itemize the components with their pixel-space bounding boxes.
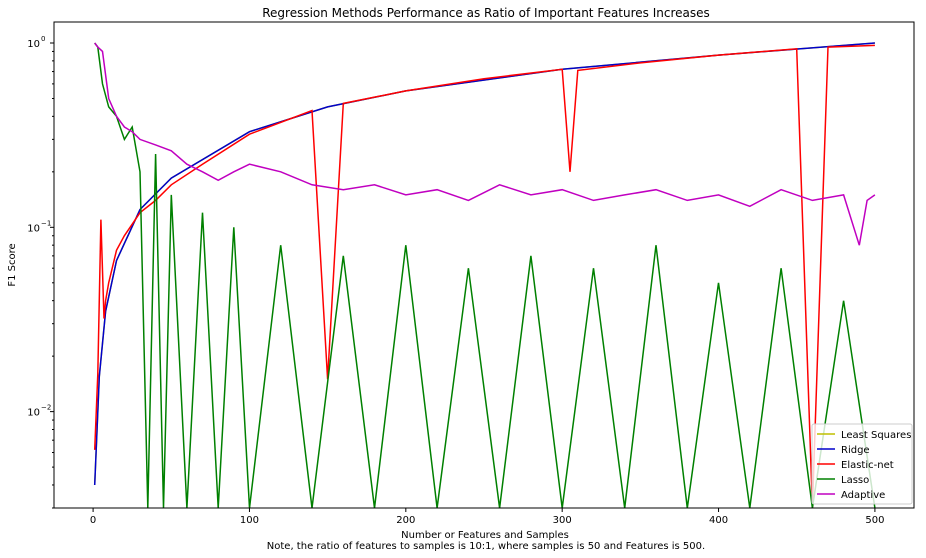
x-axis: 0 100 200 300 400 500 — [90, 508, 884, 526]
legend-label: Least Squares — [841, 430, 911, 441]
plot-frame — [53, 21, 915, 509]
chart-note: Note, the ratio of features to samples i… — [267, 541, 705, 552]
y-tick-exponent: −2 — [41, 404, 51, 412]
x-tick-label: 100 — [240, 515, 259, 526]
x-tick-label: 200 — [396, 515, 415, 526]
x-tick-label: 0 — [90, 515, 96, 526]
y-axis-label: F1 Score — [7, 243, 18, 286]
y-tick-label: 10 — [27, 408, 40, 419]
legend-label: Elastic-net — [841, 460, 894, 471]
legend-label: Adaptive — [841, 490, 885, 501]
y-tick-label: 10 — [27, 39, 40, 50]
legend-box — [811, 423, 913, 505]
y-tick-exponent: −1 — [41, 219, 51, 227]
chart-title: Regression Methods Performance as Ratio … — [262, 6, 710, 20]
series-line-elastic-net — [93, 44, 875, 509]
x-tick-label: 300 — [553, 515, 572, 526]
y-tick-exponent: 0 — [41, 35, 45, 43]
x-tick-label: 400 — [709, 515, 728, 526]
x-tick-label: 500 — [865, 515, 884, 526]
legend-label: Lasso — [841, 475, 869, 486]
legend: Least Squares Ridge Elastic-net Lasso Adapti… — [811, 423, 913, 505]
plot-area — [54, 22, 914, 508]
series-line-ridge — [93, 42, 875, 486]
series-line-adaptive — [94, 42, 876, 246]
legend-label: Ridge — [841, 445, 870, 456]
y-tick-label: 10 — [27, 223, 40, 234]
x-axis-label: Number or Features and Samples — [401, 530, 569, 541]
